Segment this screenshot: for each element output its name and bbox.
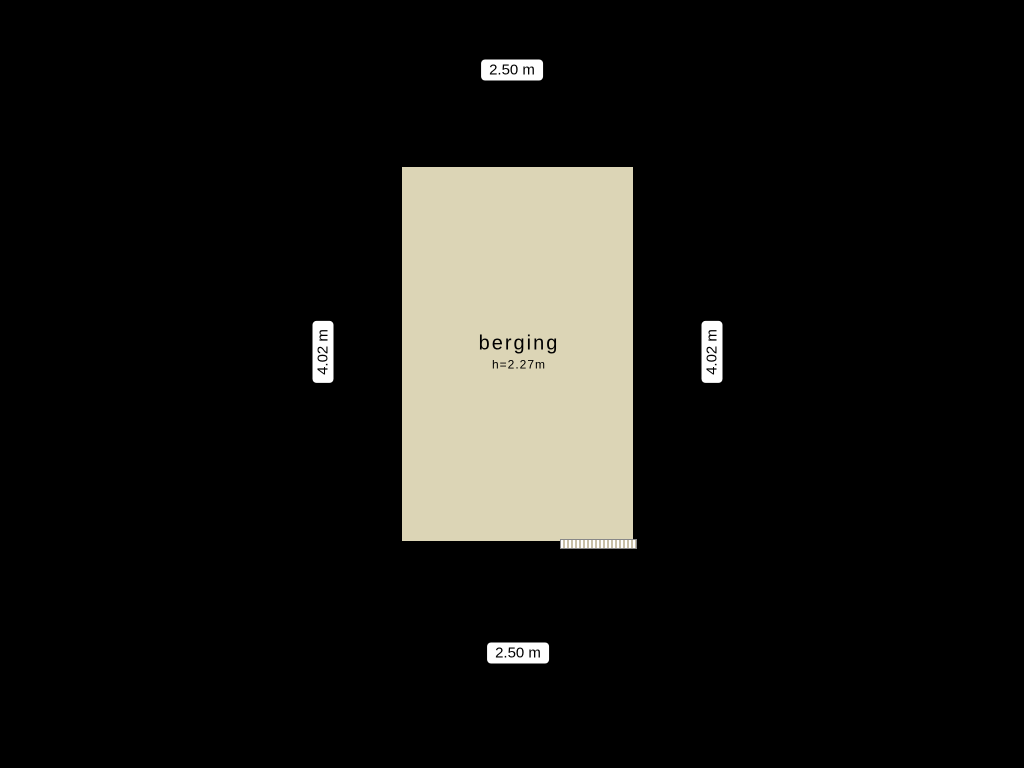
floorplan-canvas: berging h=2.27m 2.50 m 2.50 m 4.02 m 4.0… — [0, 0, 1024, 768]
room-label: berging h=2.27m — [479, 333, 560, 372]
dimension-bottom: 2.50 m — [487, 643, 549, 664]
room-height-text: h=2.27m — [479, 358, 560, 372]
dimension-left: 4.02 m — [313, 321, 334, 383]
door-symbol — [560, 539, 637, 549]
dimension-right: 4.02 m — [702, 321, 723, 383]
dimension-top: 2.50 m — [481, 60, 543, 81]
room-name-text: berging — [479, 333, 560, 356]
room-berging: berging h=2.27m — [400, 165, 635, 543]
